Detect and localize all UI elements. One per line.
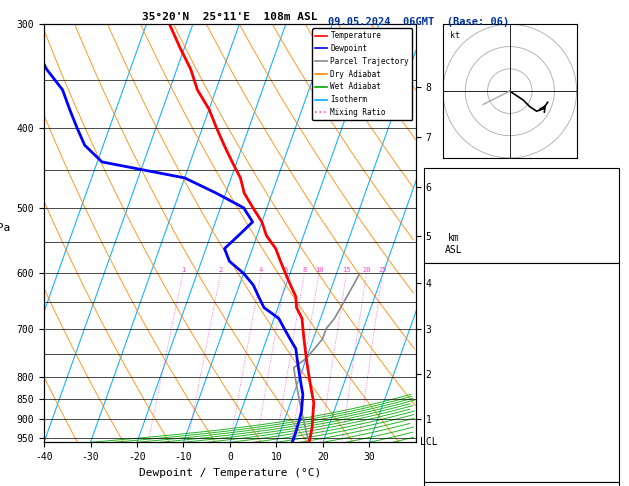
- Text: Mixing Ratio (g/kg): Mixing Ratio (g/kg): [433, 186, 442, 281]
- Text: CIN (J): CIN (J): [430, 462, 470, 471]
- Y-axis label: hPa: hPa: [0, 223, 10, 233]
- Text: 6: 6: [284, 267, 288, 273]
- Text: 127: 127: [596, 431, 613, 439]
- Text: 47: 47: [601, 211, 613, 220]
- Text: 8: 8: [303, 267, 306, 273]
- Text: 10: 10: [314, 267, 323, 273]
- Text: LCL: LCL: [420, 436, 437, 447]
- Text: PW (cm): PW (cm): [430, 243, 470, 251]
- Text: Lifted Index: Lifted Index: [430, 399, 499, 408]
- Title: 35°20'N  25°11'E  108m ASL: 35°20'N 25°11'E 108m ASL: [142, 12, 318, 22]
- Text: 83: 83: [601, 462, 613, 471]
- Text: kt: kt: [450, 31, 460, 40]
- Text: 20: 20: [362, 267, 371, 273]
- Text: Dewp (°C): Dewp (°C): [430, 336, 481, 346]
- Text: 1: 1: [181, 267, 185, 273]
- Text: 09.05.2024  06GMT  (Base: 06): 09.05.2024 06GMT (Base: 06): [328, 17, 509, 27]
- Legend: Temperature, Dewpoint, Parcel Trajectory, Dry Adiabat, Wet Adiabat, Isotherm, Mi: Temperature, Dewpoint, Parcel Trajectory…: [312, 28, 412, 120]
- X-axis label: Dewpoint / Temperature (°C): Dewpoint / Temperature (°C): [139, 468, 321, 478]
- Text: 16.8: 16.8: [589, 305, 613, 314]
- Text: K: K: [430, 180, 435, 189]
- Text: 13.4: 13.4: [589, 336, 613, 346]
- Bar: [424, 169, 619, 262]
- Text: 1.8: 1.8: [596, 243, 613, 251]
- Text: θᵉ(K): θᵉ(K): [430, 368, 459, 377]
- Bar: [424, 262, 619, 482]
- Text: Temp (°C): Temp (°C): [430, 305, 481, 314]
- Bar: [424, 482, 619, 486]
- Y-axis label: km
ASL: km ASL: [445, 233, 462, 255]
- Text: 25: 25: [378, 267, 387, 273]
- Text: -0: -0: [601, 399, 613, 408]
- Text: 21: 21: [601, 180, 613, 189]
- Text: Surface: Surface: [501, 274, 542, 283]
- Text: 2: 2: [218, 267, 223, 273]
- Text: Totals Totals: Totals Totals: [430, 211, 504, 220]
- Text: 4: 4: [259, 267, 263, 273]
- Text: CAPE (J): CAPE (J): [430, 431, 476, 439]
- Text: 15: 15: [342, 267, 351, 273]
- Text: 317: 317: [596, 368, 613, 377]
